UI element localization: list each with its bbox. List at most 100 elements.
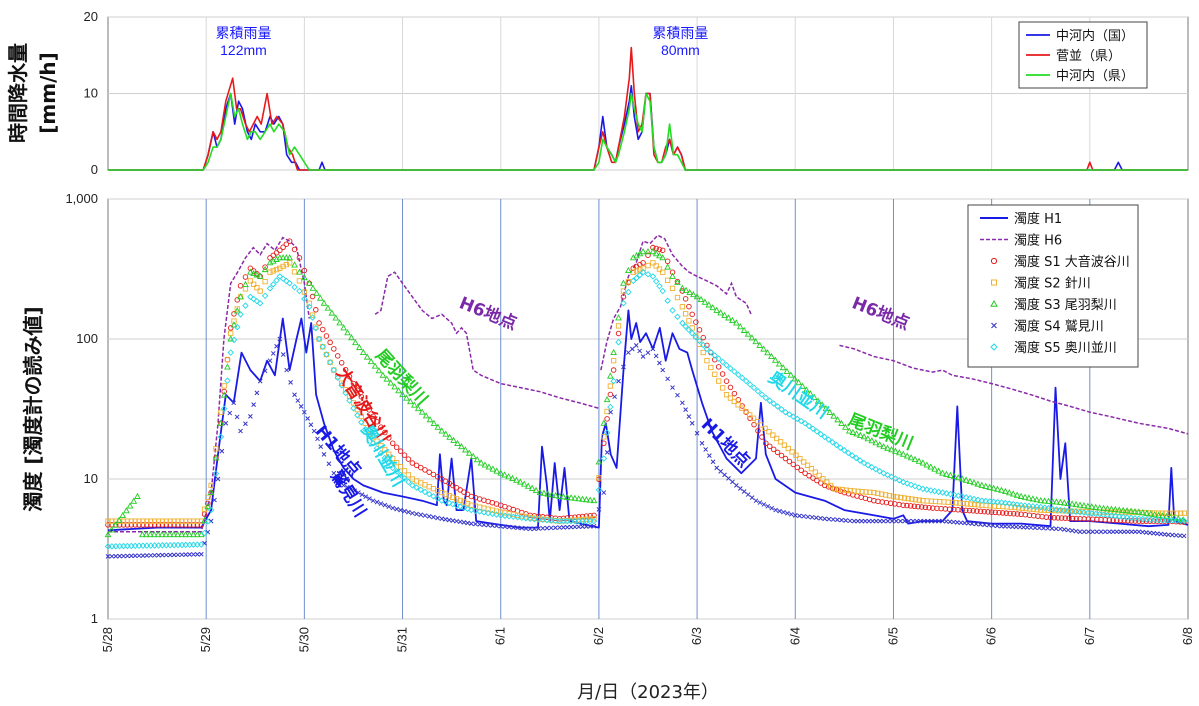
series-4-marker [1072, 500, 1080, 508]
series-3-marker [645, 262, 651, 269]
series-5-marker [921, 518, 927, 524]
series-6-marker [649, 273, 657, 280]
series-2-marker [155, 522, 162, 528]
series-6-marker [286, 280, 293, 287]
series-3-marker [309, 312, 316, 318]
series-5-marker [843, 518, 849, 523]
series-6-marker [242, 302, 249, 309]
series-3-marker [704, 358, 710, 364]
series-6-marker [829, 439, 836, 446]
series-6-marker [664, 297, 671, 304]
series-4-marker [220, 391, 228, 398]
series-6-marker [442, 498, 449, 506]
series-4-marker [305, 279, 313, 286]
series-3-marker [175, 518, 181, 524]
series-5-marker [326, 461, 332, 467]
series-6-marker [531, 515, 538, 523]
series-3-marker [1041, 507, 1048, 513]
series-6-marker [514, 514, 521, 521]
series-6-marker [198, 541, 205, 548]
series-5-marker [243, 421, 248, 427]
series-5-marker [1010, 524, 1015, 530]
turbidity-x-tick-label: 6/7 [1082, 627, 1097, 645]
series-2-marker [262, 264, 268, 270]
series-4-marker [371, 362, 379, 369]
series-5-marker [280, 352, 286, 357]
series-4-marker [1060, 499, 1068, 506]
series-6-marker [739, 374, 746, 382]
series-5-marker [557, 525, 562, 530]
series-6-marker [630, 277, 637, 285]
series-4-marker [1021, 493, 1029, 500]
series-4-marker [536, 488, 544, 496]
series-4-marker [395, 387, 402, 394]
series-4-marker [418, 408, 426, 415]
series-5-marker [540, 525, 546, 531]
series-6-marker [1084, 509, 1092, 517]
series-2-marker [190, 522, 197, 528]
series-3-marker [793, 452, 799, 458]
series-5-marker [198, 551, 204, 557]
series-4-marker [477, 459, 485, 466]
series-4-marker [625, 266, 632, 274]
series-2-marker [615, 330, 622, 337]
series-5-marker [426, 514, 432, 519]
series-3-marker [167, 518, 173, 524]
series-4-marker [876, 441, 884, 448]
series-6-marker [445, 499, 453, 507]
series-4-marker [818, 401, 826, 408]
series-2-marker [959, 507, 965, 513]
series-6-marker [982, 497, 989, 505]
series-5-marker [797, 513, 802, 519]
series-2-marker [144, 522, 150, 528]
series-2-marker [234, 297, 241, 303]
series-6-marker [659, 287, 666, 295]
series-3-marker [898, 494, 904, 501]
series-5-marker [191, 552, 196, 557]
series-4-marker [864, 435, 872, 442]
series-6-marker [309, 314, 316, 321]
series-6-marker [774, 403, 781, 410]
series-3-marker [890, 493, 897, 500]
series-4-marker [422, 412, 430, 419]
turbidity-x-tick-label: 6/4 [787, 627, 802, 645]
series-4-marker [806, 390, 814, 397]
series-3-marker [785, 445, 791, 452]
series-6-marker [692, 333, 700, 341]
series-5-marker [481, 522, 487, 528]
series-3-marker [190, 518, 197, 524]
series-2-marker [1139, 518, 1146, 524]
rainfall-y-ticks: 0 10 20 [84, 9, 98, 177]
series-3-marker [1045, 507, 1051, 513]
series-6-marker [484, 509, 492, 517]
series-2-marker [362, 400, 368, 407]
series-4-marker [656, 252, 663, 259]
series-6-marker [782, 408, 789, 416]
series-5-marker [572, 524, 578, 530]
series-5-marker [866, 518, 872, 524]
series-6-marker [518, 514, 526, 522]
series-5-marker [532, 526, 537, 532]
series-5-marker [231, 400, 237, 406]
turbidity-x-tick-label: 6/8 [1180, 627, 1195, 645]
series-4-marker [697, 295, 705, 303]
series-3-marker [231, 318, 237, 324]
series-4-marker [860, 433, 868, 440]
series-5-marker [163, 552, 169, 558]
rainfall-annotation-value-1: 80mm [661, 42, 700, 58]
series-2-marker [1055, 515, 1061, 521]
series-2-marker [992, 509, 999, 516]
series-2-marker [301, 267, 308, 274]
turbidity-y-tick-label: 1,000 [65, 191, 98, 206]
series-3-marker [835, 486, 842, 492]
series-6-marker [805, 422, 813, 430]
series-5-marker [128, 553, 134, 559]
series-2-marker [915, 503, 921, 510]
series-2-marker [221, 388, 227, 395]
series-6-marker [1013, 501, 1021, 508]
series-4-marker [186, 530, 193, 538]
series-4-marker [430, 419, 438, 426]
series-6-marker [330, 366, 338, 374]
series-5-marker [195, 551, 200, 557]
series-4-marker [888, 446, 895, 453]
